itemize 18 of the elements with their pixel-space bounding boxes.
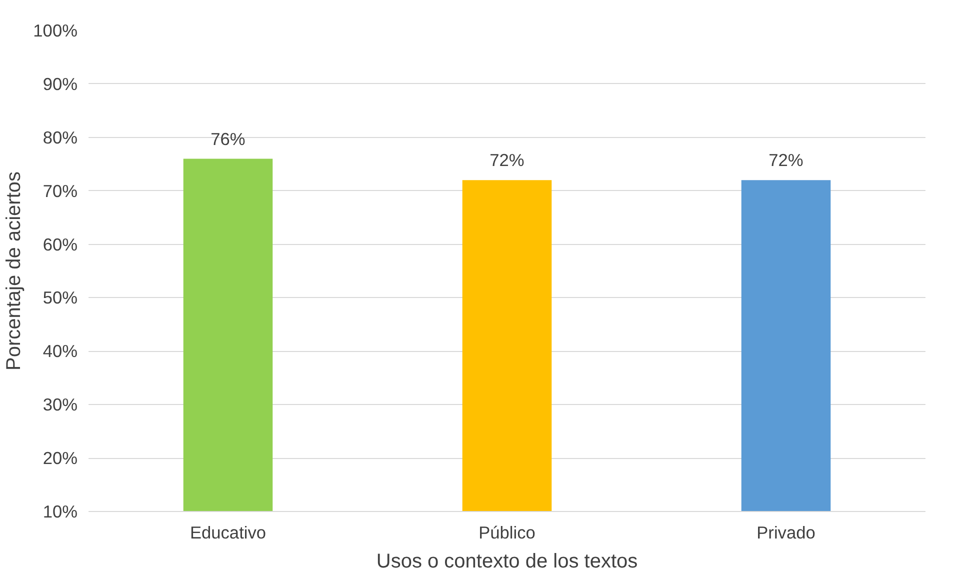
y-tick-label: 50%	[42, 288, 78, 308]
y-tick-label: 40%	[42, 341, 78, 362]
x-axis-title: Usos o contexto de los textos	[376, 550, 638, 572]
data-label: 72%	[490, 150, 524, 170]
y-tick-label: 30%	[42, 394, 78, 415]
x-tick-label: Educativo	[190, 522, 266, 542]
x-tick-label: Privado	[756, 522, 816, 542]
y-tick-label: 20%	[42, 448, 78, 468]
y-tick-label: 10%	[42, 502, 78, 522]
y-tick-label: 70%	[42, 180, 78, 201]
data-label: 72%	[768, 150, 804, 170]
y-axis-title: Porcentaje de aciertos	[3, 171, 26, 370]
data-label: 76%	[210, 128, 246, 149]
y-tick-label: 60%	[42, 234, 78, 254]
x-tick-label: Público	[478, 522, 536, 542]
y-tick-label: 90%	[42, 74, 78, 94]
y-tick-label: 100%	[33, 20, 78, 40]
y-tick-label: 80%	[42, 127, 78, 148]
